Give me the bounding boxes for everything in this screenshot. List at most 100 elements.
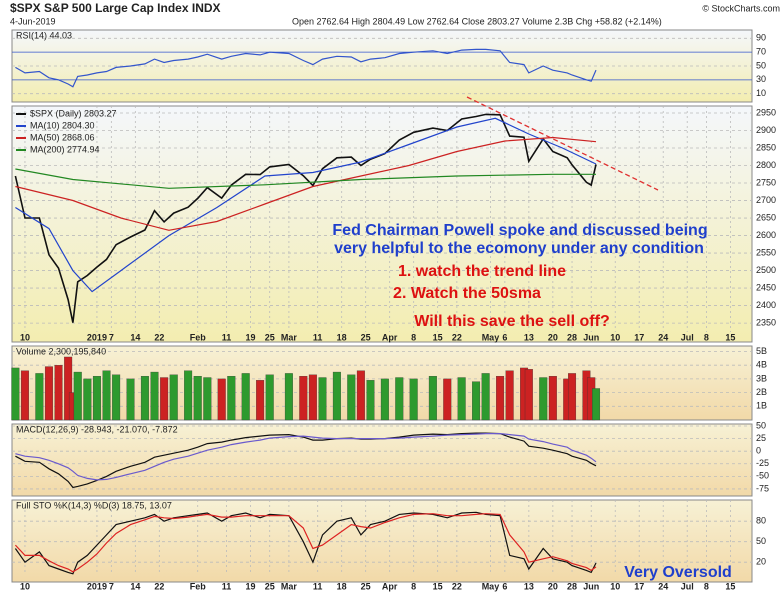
volume-bar [428, 375, 437, 421]
x-tick-label: 28 [567, 581, 577, 591]
volume-bar [481, 373, 490, 421]
volume-bar [308, 374, 317, 421]
x-tick-label: Feb [190, 332, 207, 342]
volume-bar [102, 370, 111, 421]
legend-label: MA(50) 2868.06 [30, 132, 95, 142]
y-tick-label: 1B [756, 401, 767, 411]
x-tick-label: 13 [524, 332, 534, 342]
panel-title: Volume 2,300,195,840 [16, 346, 106, 356]
y-tick-label: 50 [756, 60, 766, 70]
volume-bar [548, 375, 557, 421]
x-tick-label: Feb [190, 581, 207, 591]
annotation: very helpful to the ecomony under any co… [334, 240, 704, 257]
y-tick-label: 5B [756, 346, 767, 356]
volume-bar [539, 377, 548, 421]
x-tick-label: 7 [109, 581, 114, 591]
volume-bar [64, 356, 73, 421]
y-tick-label: -50 [756, 471, 769, 481]
y-tick-label: 2900 [756, 125, 776, 135]
x-tick-label: 6 [502, 581, 507, 591]
y-tick-label: 2700 [756, 195, 776, 205]
x-tick-label: 2019 [87, 581, 107, 591]
legend-label: MA(200) 2774.94 [30, 144, 100, 154]
x-tick-label: 15 [725, 581, 735, 591]
x-tick-label: Jul [681, 332, 694, 342]
y-tick-label: 2600 [756, 230, 776, 240]
series-line [15, 168, 596, 189]
volume-bar [409, 378, 418, 421]
volume-bar [472, 381, 481, 421]
series-line [15, 433, 597, 481]
x-tick-label: 15 [725, 332, 735, 342]
panel-title: Full STO %K(14,3) %D(3) 18.75, 13.07 [16, 500, 172, 510]
x-tick-label: 14 [130, 332, 140, 342]
y-tick-label: 25 [756, 433, 766, 443]
y-tick-label: 3B [756, 373, 767, 383]
annotation: Will this save the sell off? [414, 313, 609, 330]
volume-bar [150, 371, 159, 421]
volume-bar [496, 375, 505, 421]
volume-bar [395, 377, 404, 421]
trend-line [466, 96, 659, 191]
x-tick-label: 15 [433, 332, 443, 342]
x-tick-label: 22 [452, 581, 462, 591]
volume-bar [380, 378, 389, 421]
volume-bar [347, 374, 356, 421]
x-tick-label: 8 [704, 332, 709, 342]
volume-bar [126, 378, 135, 421]
volume-bar [524, 369, 533, 421]
volume-bar [356, 370, 365, 421]
y-tick-label: 2750 [756, 177, 776, 187]
volume-bar [112, 374, 121, 421]
panel-bg [11, 423, 753, 497]
x-tick-label: 6 [502, 332, 507, 342]
series-line [14, 511, 597, 575]
x-tick-label: 17 [634, 581, 644, 591]
x-tick-label: May [482, 581, 500, 591]
header-date: 4-Jun-2019 [10, 16, 56, 26]
volume-bar [332, 371, 341, 421]
x-tick-label: 25 [361, 332, 371, 342]
header-quote: Open 2762.64 High 2804.49 Low 2762.64 Cl… [292, 16, 662, 26]
panel-title: MACD(12,26,9) -28.943, -21.070, -7.872 [16, 424, 178, 434]
y-tick-label: 2650 [756, 212, 776, 222]
y-tick-label: 50 [756, 420, 766, 430]
volume-bar [140, 375, 149, 421]
volume-bar [73, 371, 82, 421]
volume-bar [568, 373, 577, 421]
volume-bar [284, 373, 293, 421]
y-tick-label: 2350 [756, 317, 776, 327]
y-tick-label: -25 [756, 458, 769, 468]
series-line [14, 113, 597, 323]
panel-bg [11, 29, 753, 103]
x-tick-label: 22 [452, 332, 462, 342]
x-tick-label: 20 [548, 581, 558, 591]
volume-bar [169, 374, 178, 421]
x-tick-label: Jun [583, 332, 599, 342]
volume-bar [592, 388, 601, 421]
x-tick-label: 10 [610, 581, 620, 591]
x-tick-label: 14 [130, 581, 140, 591]
x-tick-label: 19 [246, 581, 256, 591]
x-tick-label: 11 [222, 581, 232, 591]
y-tick-label: 2B [756, 387, 767, 397]
x-tick-label: 15 [433, 581, 443, 591]
x-tick-label: Apr [382, 581, 398, 591]
volume-bar [256, 380, 265, 421]
volume-bar [217, 378, 226, 421]
x-tick-label: 8 [704, 581, 709, 591]
x-tick-label: 24 [658, 332, 668, 342]
y-tick-label: 20 [756, 557, 766, 567]
x-tick-label: 11 [222, 332, 232, 342]
volume-bar [54, 365, 63, 421]
volume-bar [44, 366, 53, 421]
x-tick-label: 7 [109, 332, 114, 342]
x-tick-label: 11 [313, 332, 323, 342]
y-tick-label: 2450 [756, 282, 776, 292]
x-tick-label: 10 [20, 332, 30, 342]
x-tick-label: 8 [411, 581, 416, 591]
y-tick-label: 80 [756, 516, 766, 526]
y-tick-label: 90 [756, 33, 766, 43]
x-tick-label: 11 [313, 581, 323, 591]
volume-bar [299, 375, 308, 421]
